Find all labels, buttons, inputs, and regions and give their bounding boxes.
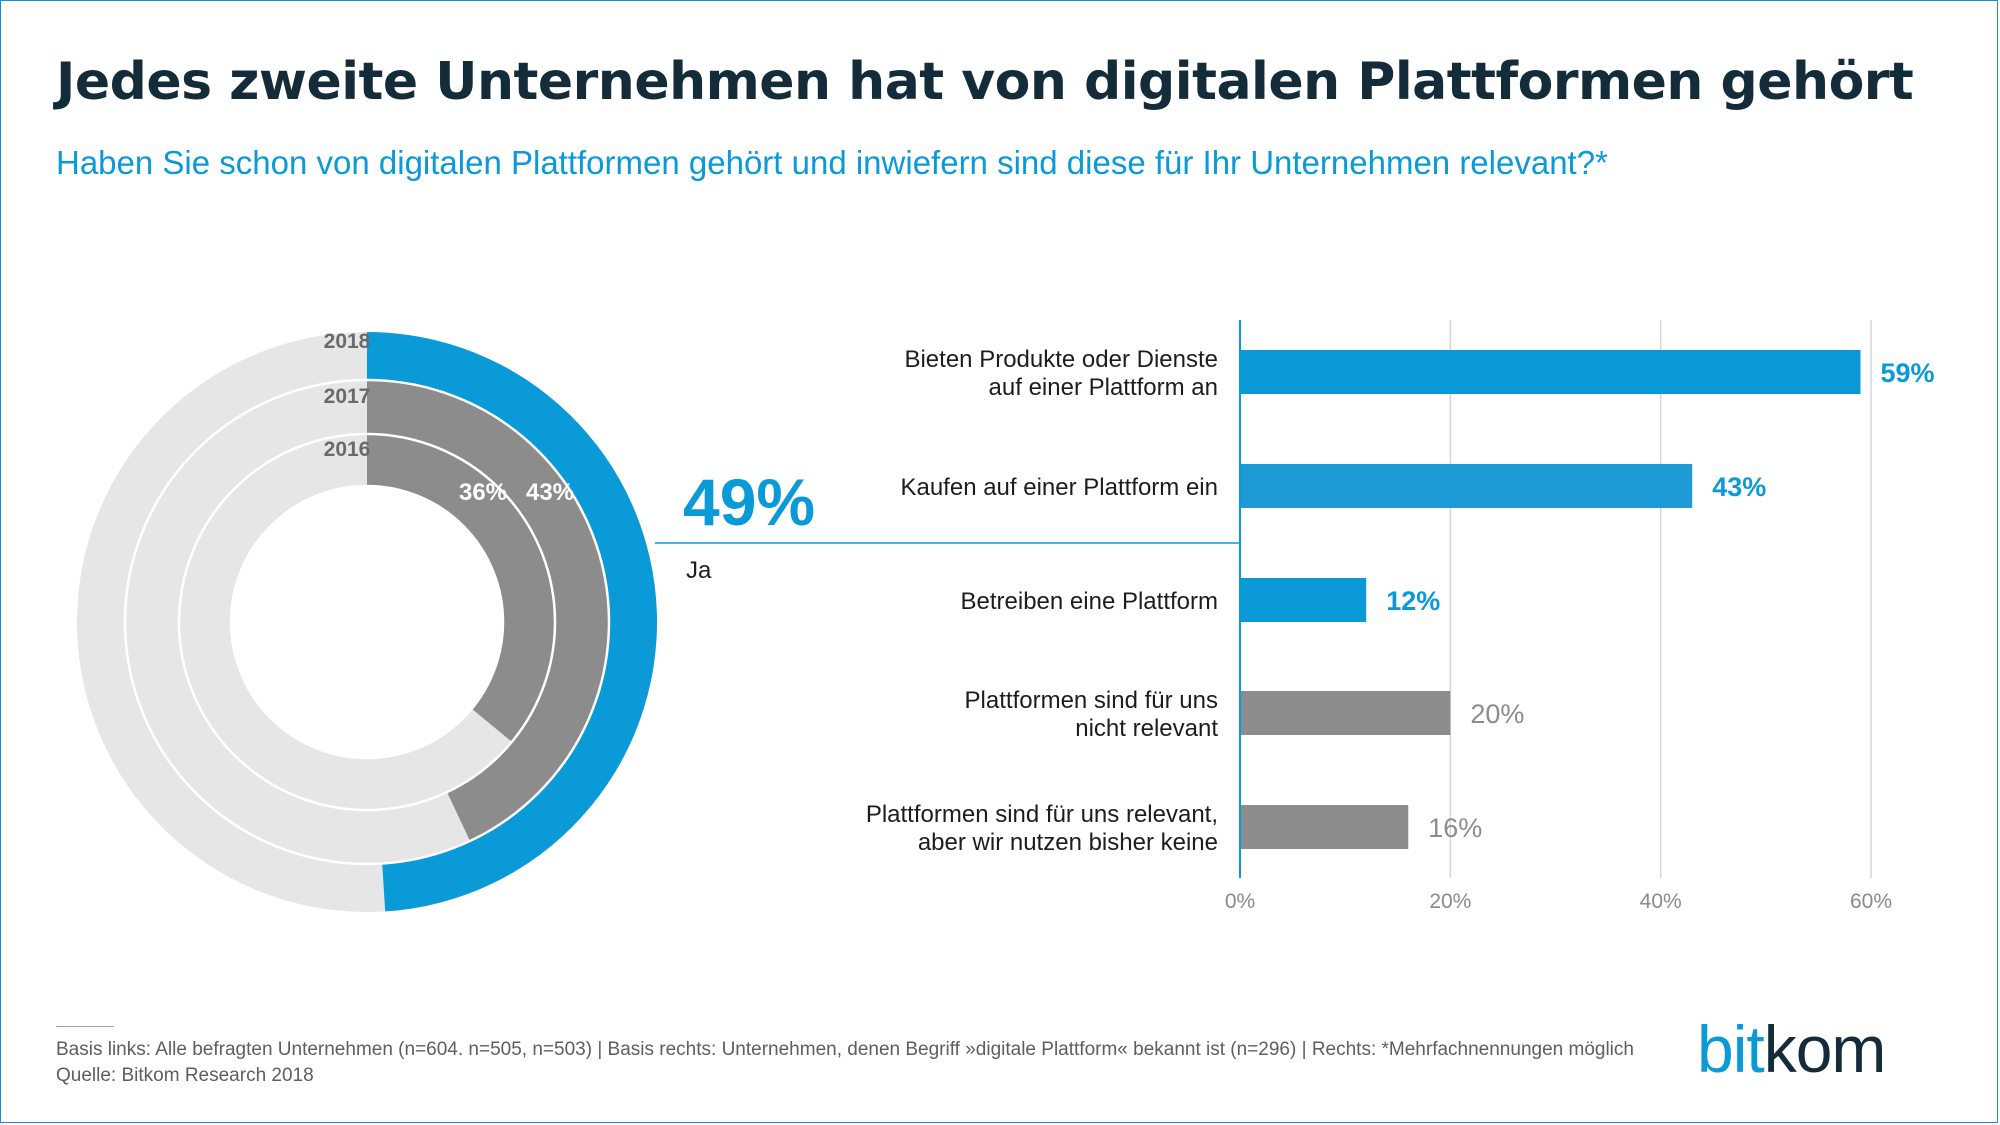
callout-label: Ja — [686, 557, 712, 584]
footnote-basis: Basis links: Alle befragten Unternehmen … — [56, 1039, 1634, 1060]
donut-value-label-2016: 36% — [459, 479, 507, 506]
donut-ring-separator — [229, 484, 505, 760]
donut-value-label-2017: 43% — [526, 479, 574, 506]
donut-hole — [233, 488, 501, 756]
x-tick-label: 0% — [1225, 890, 1255, 913]
donut-segment-2016 — [367, 434, 555, 742]
bar-value-label: 16% — [1428, 813, 1482, 843]
bar-value-label: 43% — [1712, 472, 1766, 502]
callout-connector: 49% Ja — [655, 465, 1240, 584]
donut-segment-2017 — [367, 380, 609, 841]
chart-title: Jedes zweite Unternehmen hat von digital… — [56, 52, 1914, 112]
bar-category-label: nicht relevant — [1075, 715, 1218, 742]
x-tick-label: 40% — [1640, 890, 1682, 913]
donut-ring-separator — [177, 432, 557, 812]
bar — [1241, 350, 1861, 394]
chart-subtitle: Haben Sie schon von digitalen Plattforme… — [56, 144, 1608, 181]
bar-category-label: auf einer Plattform an — [989, 374, 1218, 401]
bitkom-logo: bitkom — [1697, 1016, 1886, 1082]
donut-year-label-2016: 2016 — [324, 438, 371, 461]
bar-value-label: 12% — [1386, 586, 1440, 616]
bar — [1241, 464, 1693, 508]
bar-value-label: 20% — [1470, 699, 1524, 729]
bar-chart: 0% 20% 40% 60% 59% Bieten Produkte oder Diens… — [866, 320, 1935, 913]
bar-category-label: aber wir nutzen bisher keine — [918, 829, 1218, 856]
x-tick-label: 60% — [1850, 890, 1892, 913]
donut-ring-separator — [123, 378, 611, 866]
callout-value: 49% — [683, 465, 815, 539]
footnote-source: Quelle: Bitkom Research 2018 — [56, 1065, 314, 1086]
footer-divider — [56, 1026, 114, 1027]
bar-category-label: Plattformen sind für uns — [965, 687, 1218, 714]
donut-year-label-2018: 2018 — [324, 330, 371, 353]
donut-year-label-2017: 2017 — [324, 385, 371, 408]
donut-segment-2018 — [367, 332, 657, 912]
footnote: Basis links: Alle befragten Unternehmen … — [56, 1037, 1634, 1089]
x-tick-label: 20% — [1429, 890, 1471, 913]
donut-chart: 2018 2017 43% 2016 36% — [77, 330, 657, 912]
bar-category-label: Plattformen sind für uns relevant, — [866, 801, 1218, 828]
logo-part-kom: kom — [1763, 1012, 1887, 1086]
bar-category-label: Betreiben eine Plattform — [961, 588, 1218, 615]
logo-part-bit: bit — [1697, 1012, 1765, 1086]
bar-category-label: Bieten Produkte oder Dienste — [904, 346, 1218, 373]
bar — [1241, 691, 1451, 735]
bar-value-label: 59% — [1880, 358, 1934, 388]
bar-category-label: Kaufen auf einer Plattform ein — [900, 474, 1218, 501]
bar — [1241, 805, 1409, 849]
bar — [1241, 578, 1367, 622]
